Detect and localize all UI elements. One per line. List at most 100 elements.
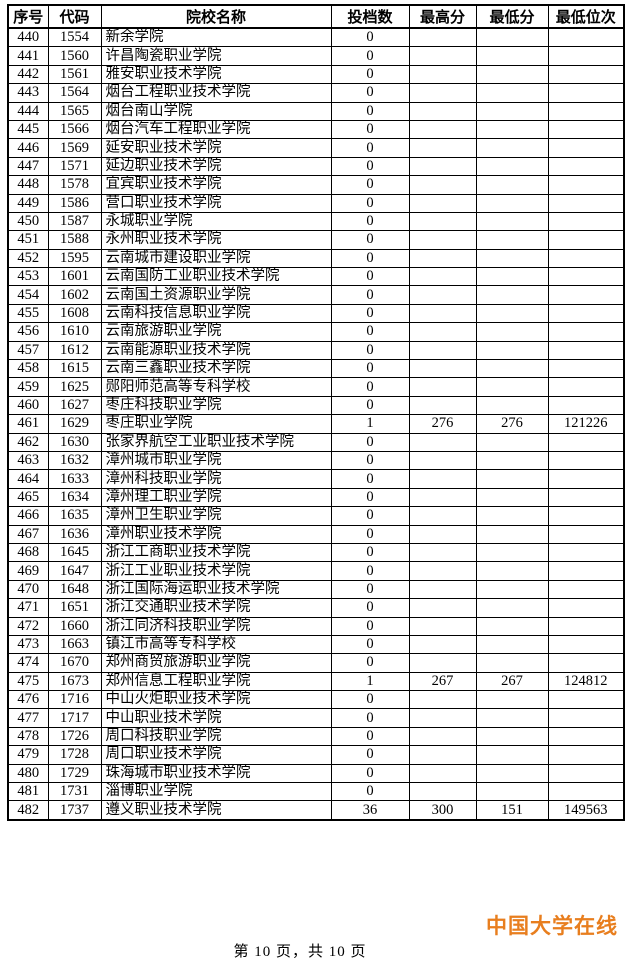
- cell-code: 1571: [47, 156, 102, 177]
- table-row: 481 1731 淄博职业学院 0: [7, 782, 625, 802]
- table-row: 447 1571 延边职业技术学院 0: [7, 156, 625, 177]
- cell-code: 1629: [47, 414, 102, 434]
- cell-min-rank: [547, 579, 625, 600]
- cell-count: 0: [330, 340, 410, 361]
- column-header-code: 代码: [47, 4, 102, 29]
- cell-min-score: [475, 782, 549, 802]
- table-row: 455 1608 云南科技信息职业学院 0: [7, 303, 625, 324]
- cell-max-score: [408, 211, 477, 232]
- cell-max-score: [408, 27, 477, 48]
- cell-code: 1565: [47, 101, 102, 121]
- cell-count: 0: [330, 745, 410, 765]
- cell-max-score: [408, 487, 477, 508]
- cell-code: 1731: [47, 782, 102, 802]
- cell-code: 1632: [47, 450, 102, 471]
- cell-min-score: [475, 524, 549, 544]
- cell-seq: 449: [7, 193, 49, 213]
- table-row: 463 1632 漳州城市职业学院 0: [7, 450, 625, 471]
- cell-min-rank: [547, 708, 625, 728]
- cell-max-score: [408, 377, 477, 397]
- cell-code: 1560: [47, 46, 102, 66]
- cell-count: 0: [330, 395, 410, 416]
- cell-code: 1636: [47, 524, 102, 544]
- cell-max-score: [408, 285, 477, 305]
- cell-max-score: [408, 83, 477, 103]
- cell-min-rank: [547, 156, 625, 177]
- cell-max-score: [408, 745, 477, 765]
- cell-min-rank: [547, 175, 625, 195]
- table-row: 471 1651 浙江交通职业技术学院 0: [7, 598, 625, 618]
- cell-name: 淄博职业学院: [100, 782, 332, 802]
- cell-seq: 445: [7, 119, 49, 140]
- table-row: 442 1561 雅安职业技术学院 0: [7, 64, 625, 85]
- cell-count: 0: [330, 469, 410, 489]
- table-row: 441 1560 许昌陶瓷职业学院 0: [7, 46, 625, 66]
- table-row: 476 1716 中山火炬职业技术学院 0: [7, 690, 625, 710]
- table-row: 449 1586 营口职业技术学院 0: [7, 193, 625, 213]
- table-row: 477 1717 中山职业技术学院 0: [7, 708, 625, 728]
- cell-name: 漳州城市职业学院: [100, 450, 332, 471]
- column-header-max-score: 最高分: [408, 4, 477, 29]
- table-row: 461 1629 枣庄职业学院 1 276 276 121226: [7, 414, 625, 434]
- cell-name: 郑州信息工程职业学院: [100, 671, 332, 692]
- cell-count: 0: [330, 83, 410, 103]
- cell-code: 1587: [47, 211, 102, 232]
- cell-max-score: [408, 782, 477, 802]
- cell-name: 烟台汽车工程职业学院: [100, 119, 332, 140]
- cell-code: 1578: [47, 175, 102, 195]
- cell-code: 1660: [47, 616, 102, 636]
- cell-count: 0: [330, 175, 410, 195]
- cell-code: 1615: [47, 359, 102, 379]
- cell-name: 新余学院: [100, 27, 332, 48]
- cell-code: 1610: [47, 322, 102, 342]
- cell-seq: 467: [7, 524, 49, 544]
- cell-min-score: [475, 303, 549, 324]
- cell-max-score: [408, 46, 477, 66]
- cell-name: 云南国土资源职业学院: [100, 285, 332, 305]
- cell-count: 0: [330, 708, 410, 728]
- cell-min-rank: [547, 267, 625, 287]
- cell-code: 1645: [47, 542, 102, 563]
- column-header-name: 院校名称: [100, 4, 332, 29]
- cell-name: 周口职业技术学院: [100, 745, 332, 765]
- cell-seq: 462: [7, 432, 49, 452]
- cell-name: 镇江市高等专科学校: [100, 634, 332, 655]
- table-row: 469 1647 浙江工业职业技术学院 0: [7, 561, 625, 581]
- cell-max-score: [408, 340, 477, 361]
- cell-code: 1651: [47, 598, 102, 618]
- cell-count: 0: [330, 726, 410, 747]
- cell-code: 1586: [47, 193, 102, 213]
- table-row: 470 1648 浙江国际海运职业技术学院 0: [7, 579, 625, 600]
- table-row: 456 1610 云南旅游职业学院 0: [7, 322, 625, 342]
- cell-seq: 450: [7, 211, 49, 232]
- cell-count: 0: [330, 616, 410, 636]
- cell-seq: 469: [7, 561, 49, 581]
- table-row: 458 1615 云南三鑫职业技术学院 0: [7, 359, 625, 379]
- cell-count: 0: [330, 524, 410, 544]
- cell-max-score: [408, 322, 477, 342]
- cell-name: 延边职业技术学院: [100, 156, 332, 177]
- cell-count: 0: [330, 450, 410, 471]
- cell-min-rank: 149563: [547, 800, 625, 821]
- cell-max-score: [408, 175, 477, 195]
- cell-count: 0: [330, 138, 410, 158]
- cell-seq: 468: [7, 542, 49, 563]
- table-row: 459 1625 郧阳师范高等专科学校 0: [7, 377, 625, 397]
- cell-count: 0: [330, 763, 410, 784]
- cell-count: 0: [330, 579, 410, 600]
- cell-max-score: [408, 359, 477, 379]
- cell-count: 0: [330, 322, 410, 342]
- cell-count: 0: [330, 690, 410, 710]
- cell-min-rank: [547, 83, 625, 103]
- cell-name: 张家界航空工业职业技术学院: [100, 432, 332, 452]
- cell-max-score: [408, 248, 477, 269]
- cell-min-rank: [547, 487, 625, 508]
- cell-count: 0: [330, 653, 410, 673]
- cell-min-rank: [547, 616, 625, 636]
- cell-max-score: [408, 598, 477, 618]
- cell-name: 云南旅游职业学院: [100, 322, 332, 342]
- cell-count: 0: [330, 506, 410, 526]
- cell-min-rank: [547, 193, 625, 213]
- cell-min-score: [475, 690, 549, 710]
- cell-min-score: [475, 64, 549, 85]
